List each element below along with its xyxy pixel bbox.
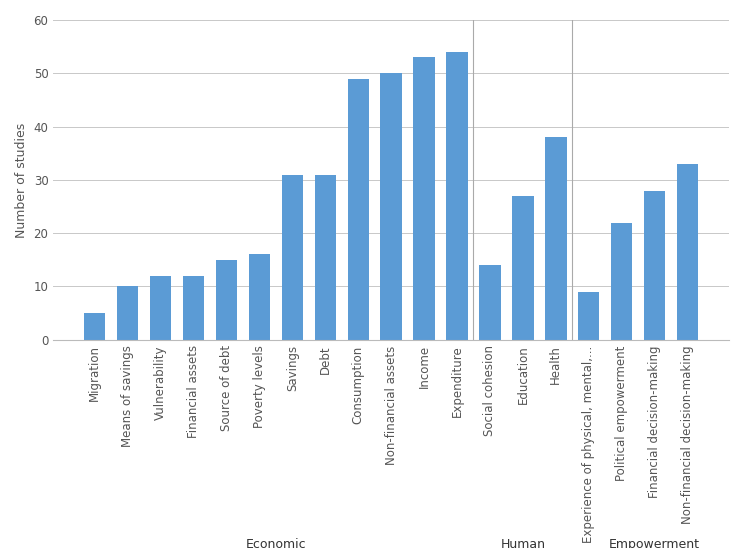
Bar (84, 313, 106, 340)
Bar (117, 287, 138, 340)
Text: Empowerment: Empowerment (609, 538, 700, 548)
Bar (380, 73, 402, 340)
Bar (677, 164, 699, 340)
Bar (644, 191, 665, 340)
Bar (414, 58, 434, 340)
Text: Human
development
and social: Human development and social (481, 538, 564, 548)
Bar (248, 254, 270, 340)
Y-axis label: Number of studies: Number of studies (15, 122, 28, 237)
Bar (216, 260, 237, 340)
Bar (512, 196, 533, 340)
Bar (282, 175, 303, 340)
Bar (446, 52, 468, 340)
Bar (315, 175, 336, 340)
Bar (347, 78, 369, 340)
Bar (150, 276, 171, 340)
Bar (183, 276, 204, 340)
Bar (611, 222, 632, 340)
Bar (578, 292, 600, 340)
Bar (545, 137, 566, 340)
Text: Economic: Economic (246, 538, 307, 548)
Bar (479, 265, 501, 340)
